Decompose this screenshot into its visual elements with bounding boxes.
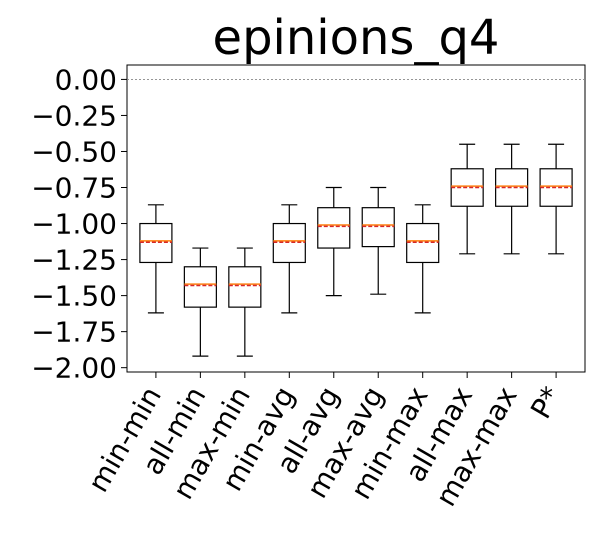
box-all-min [183,247,217,357]
iqr-box [228,266,262,308]
box-max-avg [361,186,395,295]
chart-title: epinions_q4 [213,10,500,66]
boxes-layer [139,143,573,357]
y-tick-label: −1.50 [31,280,117,313]
box-all-max [450,143,484,255]
box-min-avg [272,204,306,314]
x-tick-label: P* [524,381,568,424]
y-tick-label: 0.00 [55,63,117,96]
box-max-min [228,247,262,357]
box-min-min [139,204,173,314]
box-all-avg [317,186,351,297]
iqr-box [183,266,217,308]
y-axis: 0.00−0.25−0.50 −0.75−1.00−1.25−1.50−1.75−… [31,63,127,385]
plot-area [126,64,586,373]
y-tick-label: −2.00 [31,352,117,385]
y-tick-label: −0.50 [31,135,117,168]
y-tick-label: −1.75 [31,316,117,349]
iqr-box [317,207,351,249]
y-tick-label: −0.75 [31,172,117,205]
box-min-max [406,204,440,314]
y-tick-label: −1.00 [31,208,117,241]
box-max-max [495,143,529,255]
y-tick-label: −1.25 [31,244,117,277]
y-tick-label: −0.25 [31,99,117,132]
x-axis: min-minall-minmax-minmin-avgall-avgmax-a… [82,372,568,512]
box-P* [539,143,573,255]
